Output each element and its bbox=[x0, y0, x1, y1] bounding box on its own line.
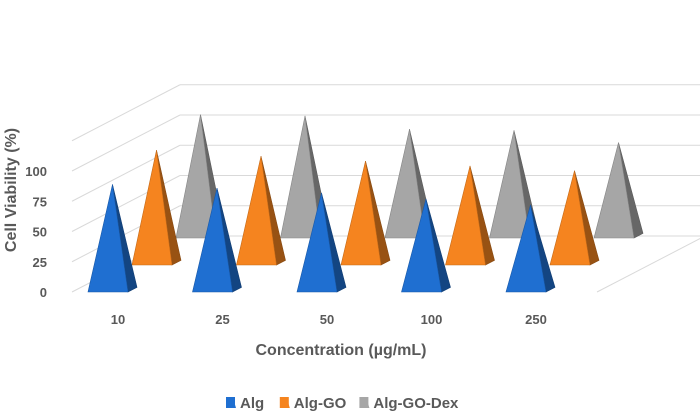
gridline-side bbox=[71, 114, 181, 172]
pyramid-alg-50 bbox=[296, 192, 338, 293]
y-tick-label: 50 bbox=[33, 225, 47, 240]
x-tick-label: 250 bbox=[525, 312, 547, 327]
pyramid-alg-go-dex-250 bbox=[593, 142, 635, 239]
legend-item: Alg-GO bbox=[279, 395, 347, 412]
pyramid-alg-go-250 bbox=[549, 170, 591, 266]
legend-swatch-box bbox=[359, 397, 369, 408]
data-series bbox=[87, 114, 644, 293]
pyramid-alg-100 bbox=[401, 198, 442, 293]
legend-swatch-box bbox=[226, 397, 235, 408]
pyramid-alg-go-25 bbox=[236, 156, 277, 266]
y-tick-label: 100 bbox=[25, 164, 47, 179]
x-tick-label: 100 bbox=[421, 312, 443, 327]
x-tick-label: 25 bbox=[215, 312, 229, 327]
legend-label: Alg bbox=[240, 395, 264, 412]
pyramid-alg-go-100 bbox=[445, 165, 486, 266]
x-tick-label: 10 bbox=[111, 312, 125, 327]
pyramid-alg-go-dex-100 bbox=[489, 130, 530, 239]
legend-item: Alg-GO-Dex bbox=[359, 395, 459, 412]
series-alg-go bbox=[131, 150, 600, 266]
legend-swatch-box bbox=[279, 397, 289, 408]
legend-label: Alg-GO bbox=[294, 395, 347, 412]
legend-item: Alg bbox=[226, 395, 264, 412]
pyramid-alg-10 bbox=[87, 184, 129, 293]
pyramid-alg-go-dex-10 bbox=[175, 114, 217, 239]
pyramid-alg-25 bbox=[192, 187, 233, 293]
pyramid-alg-go-dex-25 bbox=[280, 115, 321, 239]
gridline-side bbox=[71, 84, 181, 142]
y-tick-label: 75 bbox=[33, 194, 47, 209]
floor-edge bbox=[596, 238, 700, 293]
legend-label: Alg-GO-Dex bbox=[373, 395, 459, 412]
y-axis-title: Cell Viability (%) bbox=[3, 128, 20, 252]
x-axis-title: Concentration (µg/mL) bbox=[256, 342, 427, 359]
legend: Alg Alg-GO Alg-GO-Dex bbox=[226, 395, 459, 412]
pyramid-alg-go-dex-50 bbox=[384, 129, 426, 239]
y-tick-label: 0 bbox=[40, 285, 47, 300]
x-tick-label: 50 bbox=[320, 312, 334, 327]
x-axis-ticks: 10 25 50 100 250 bbox=[111, 312, 547, 327]
y-axis-ticks: 0 25 50 75 100 bbox=[25, 164, 47, 300]
pyramid-alg-250 bbox=[505, 204, 547, 293]
series-alg bbox=[87, 184, 556, 293]
pyramid-alg-go-10 bbox=[131, 150, 173, 266]
y-tick-label: 25 bbox=[33, 255, 47, 270]
pyramid-alg-go-50 bbox=[340, 160, 382, 266]
gridline-side bbox=[71, 144, 181, 202]
